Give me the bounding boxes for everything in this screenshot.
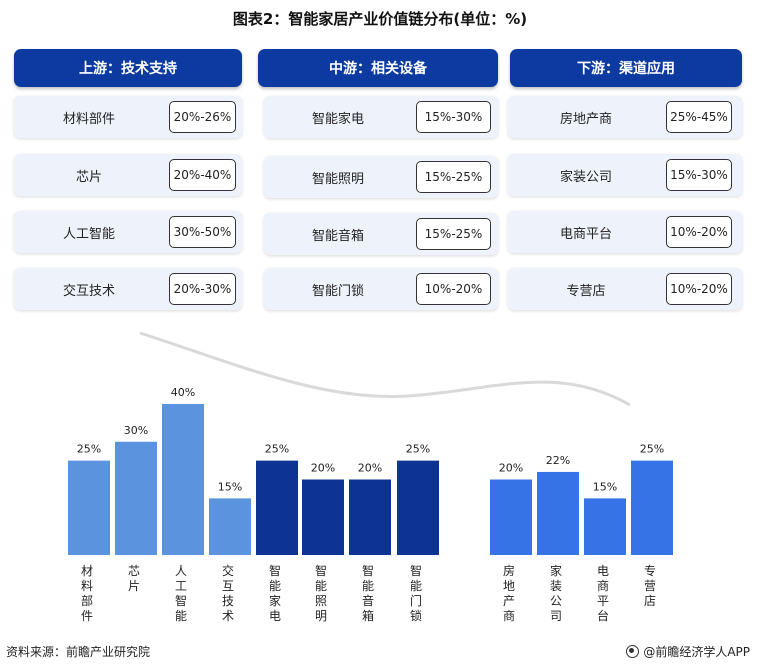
value-label: 15% [218, 480, 242, 493]
value-label: 15% [593, 480, 617, 493]
item-name: 专营店 [566, 283, 606, 299]
item-name: 智能家电 [311, 111, 364, 127]
bar-房地产商 [490, 479, 532, 555]
upstream-item: 交互技术 20%-30% [14, 268, 242, 310]
midstream-item: 智能音箱 15%-25% [264, 213, 498, 255]
item-name: 芯片 [75, 169, 102, 185]
category-label: 专营店 [644, 563, 656, 608]
item-name: 家装公司 [559, 169, 612, 185]
item-range: 20%-26% [169, 101, 236, 133]
value-label: 20% [358, 462, 382, 475]
bar-家装公司 [537, 471, 579, 555]
upstream-header: 上游：技术支持 [14, 49, 242, 87]
bar-材料部件 [68, 460, 110, 555]
bar-专营店 [631, 460, 673, 555]
midstream-item: 智能家电 15%-30% [264, 96, 498, 138]
bar-芯片 [115, 441, 157, 555]
item-range: 10%-20% [666, 273, 732, 305]
brand-label: @前瞻经济学人APP [626, 643, 750, 660]
bar-人工智能 [162, 404, 204, 555]
brand-logo-icon [626, 645, 640, 658]
value-label: 25% [406, 443, 430, 456]
item-range: 10%-20% [666, 216, 732, 248]
item-range: 20%-30% [169, 273, 236, 305]
category-label: 人工智能 [175, 564, 187, 623]
bar-交互技术 [209, 498, 251, 555]
item-range: 15%-30% [416, 101, 491, 133]
value-label: 25% [77, 443, 101, 456]
item-name: 智能音箱 [311, 228, 364, 244]
item-range: 15%-30% [666, 159, 732, 191]
chart-title: 图表2：智能家居产业价值链分布(单位：%) [232, 10, 528, 28]
value-label: 25% [640, 443, 664, 456]
item-range: 15%-25% [416, 161, 491, 193]
item-name: 人工智能 [62, 226, 115, 242]
midstream-item: 智能门锁 10%-20% [264, 268, 498, 310]
item-name: 智能照明 [311, 171, 364, 187]
category-label: 智能家电 [269, 563, 281, 623]
category-label: 材料部件 [81, 564, 93, 623]
downstream-item: 电商平台 10%-20% [508, 211, 742, 253]
bar-智能门锁 [397, 460, 439, 555]
upstream-item: 人工智能 30%-50% [14, 211, 242, 253]
downstream-item: 房地产商 25%-45% [508, 96, 742, 138]
item-range: 30%-50% [169, 216, 236, 248]
upstream-item: 芯片 20%-40% [14, 154, 242, 196]
bar-智能音箱 [349, 479, 391, 555]
category-label: 家装公司 [550, 563, 562, 623]
value-label: 25% [265, 443, 289, 456]
item-range: 20%-40% [169, 159, 236, 191]
value-label: 22% [546, 454, 570, 467]
decorative-curve [139, 331, 631, 407]
category-label: 芯片 [128, 564, 140, 593]
item-name: 材料部件 [62, 111, 115, 127]
bar-电商平台 [584, 498, 626, 555]
midstream-item: 智能照明 15%-25% [264, 156, 498, 198]
category-label: 交互技术 [222, 563, 234, 623]
upstream-item: 材料部件 20%-26% [14, 96, 242, 138]
item-range: 15%-25% [416, 218, 491, 250]
item-name: 电商平台 [559, 226, 612, 242]
value-label: 40% [171, 386, 195, 399]
downstream-header: 下游：渠道应用 [510, 49, 742, 87]
value-label: 30% [124, 424, 148, 437]
category-label: 智能照明 [315, 563, 327, 623]
category-label: 智能音箱 [362, 563, 374, 623]
brand-text: @前瞻经济学人APP [643, 645, 750, 659]
bar-智能照明 [302, 479, 344, 555]
downstream-item: 专营店 10%-20% [508, 268, 742, 310]
midstream-header: 中游：相关设备 [258, 49, 498, 87]
bar-chart: 25% 材料部件 30% 芯片 40% 人工智能 15% 交互技术 25% 智能家电 20% 智能照明… [68, 331, 673, 623]
item-range: 25%-45% [666, 101, 732, 133]
item-name: 交互技术 [62, 283, 115, 299]
bar-智能家电 [256, 460, 298, 555]
downstream-item: 家装公司 15%-30% [508, 154, 742, 196]
value-label: 20% [499, 462, 523, 475]
item-name: 智能门锁 [311, 283, 364, 299]
item-range: 10%-20% [416, 273, 491, 305]
category-label: 智能门锁 [410, 563, 422, 623]
category-label: 电商平台 [597, 564, 609, 623]
value-label: 20% [311, 462, 335, 475]
category-label: 房地产商 [503, 563, 515, 623]
source-note: 资料来源：前瞻产业研究院 [6, 645, 151, 659]
item-name: 房地产商 [559, 111, 612, 127]
